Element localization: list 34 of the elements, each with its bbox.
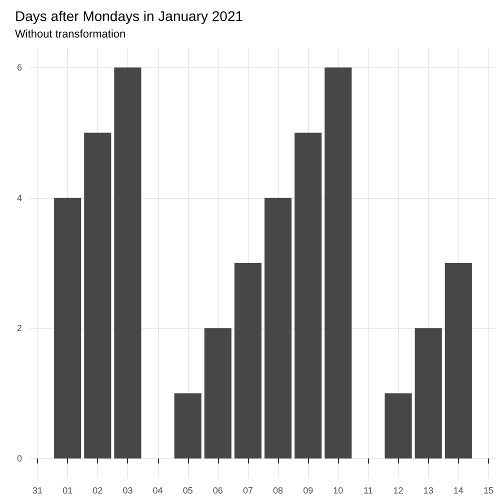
x-tick-label: 06 — [212, 486, 223, 496]
x-tick-label: 12 — [393, 486, 404, 496]
x-tick-label: 04 — [152, 486, 163, 496]
chart-subtitle: Without transformation — [15, 28, 126, 40]
y-tick-label: 2 — [16, 323, 22, 334]
bar — [444, 263, 472, 458]
y-tick-label: 4 — [16, 192, 22, 203]
x-tick-label: 31 — [32, 486, 43, 496]
y-tick-label: 6 — [16, 62, 22, 73]
bar — [84, 132, 112, 458]
x-tick-label: 03 — [122, 486, 133, 496]
x-tick-label: 11 — [364, 486, 373, 496]
bar — [414, 328, 442, 458]
x-tick-label: 08 — [273, 486, 284, 496]
bar — [264, 198, 292, 458]
x-tick-label: 14 — [453, 486, 464, 496]
bar — [294, 132, 322, 458]
bar — [54, 198, 82, 458]
bar — [234, 263, 262, 458]
x-tick-label: 13 — [423, 486, 434, 496]
x-tick-label: 10 — [333, 486, 344, 496]
bar — [204, 328, 232, 458]
y-tick-label: 0 — [16, 453, 22, 464]
x-tick-label: 15 — [483, 486, 494, 496]
x-tick-label: 09 — [303, 486, 314, 496]
x-tick-label: 01 — [62, 486, 73, 496]
x-tick-label: 07 — [242, 486, 253, 496]
bar — [324, 68, 352, 458]
bar — [114, 68, 142, 458]
chart-title: Days after Mondays in January 2021 — [15, 8, 244, 24]
x-tick-label: 02 — [92, 486, 103, 496]
x-tick-label: 05 — [182, 486, 193, 496]
bar — [174, 393, 202, 458]
bar — [384, 393, 412, 458]
